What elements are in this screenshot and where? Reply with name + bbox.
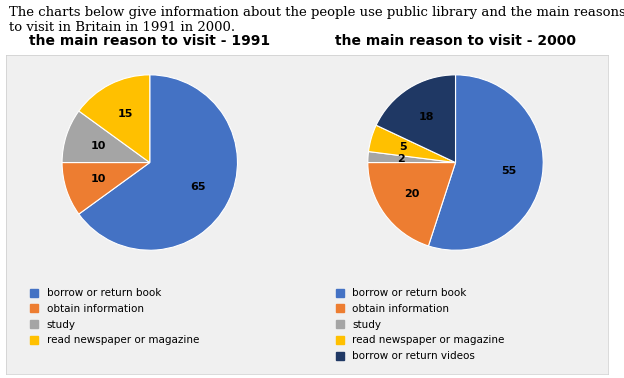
Text: 15: 15 <box>117 109 133 119</box>
Wedge shape <box>429 75 544 250</box>
Wedge shape <box>79 75 238 250</box>
Text: 10: 10 <box>90 174 105 184</box>
Text: 20: 20 <box>404 189 419 200</box>
Wedge shape <box>369 125 456 163</box>
Wedge shape <box>62 163 150 214</box>
Title: the main reason to visit - 1991: the main reason to visit - 1991 <box>29 34 270 48</box>
Wedge shape <box>368 163 456 246</box>
Text: 10: 10 <box>90 141 105 151</box>
Text: 2: 2 <box>397 154 405 164</box>
Text: The charts below give information about the people use public library and the ma: The charts below give information about … <box>9 6 624 19</box>
Wedge shape <box>62 111 150 163</box>
Wedge shape <box>79 75 150 163</box>
Legend: borrow or return book, obtain information, study, read newspaper or magazine, bo: borrow or return book, obtain informatio… <box>334 286 507 363</box>
Text: 18: 18 <box>419 112 434 122</box>
Text: 65: 65 <box>190 182 206 192</box>
Legend: borrow or return book, obtain information, study, read newspaper or magazine: borrow or return book, obtain informatio… <box>28 286 201 347</box>
Wedge shape <box>376 75 456 163</box>
Title: the main reason to visit - 2000: the main reason to visit - 2000 <box>335 34 576 48</box>
Wedge shape <box>368 152 456 163</box>
Text: 55: 55 <box>502 166 517 176</box>
Text: 5: 5 <box>399 143 407 152</box>
Text: to visit in Britain in 1991 in 2000.: to visit in Britain in 1991 in 2000. <box>9 21 235 34</box>
